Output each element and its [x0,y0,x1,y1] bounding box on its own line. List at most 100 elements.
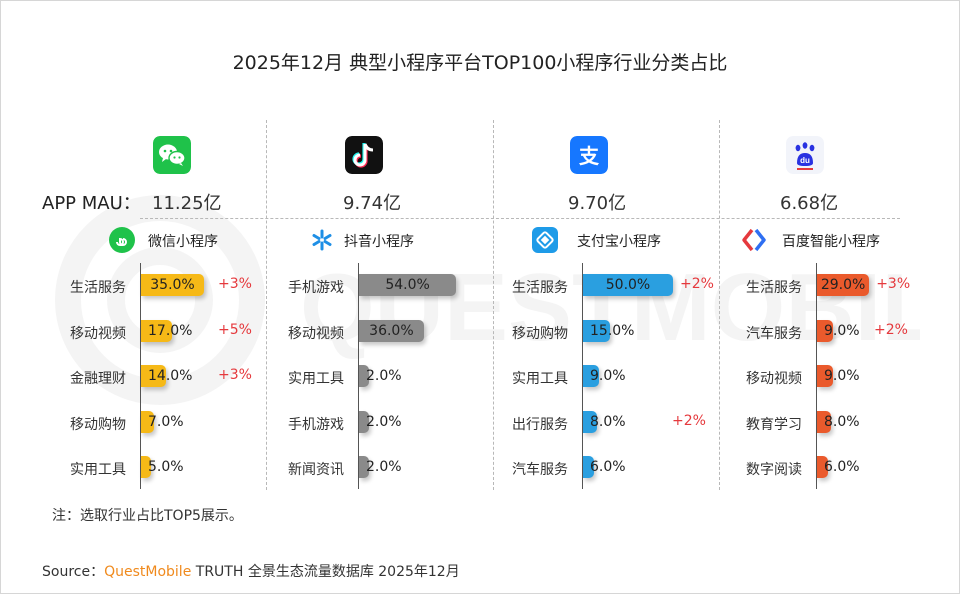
source-rest: TRUTH 全景生态流量数据库 2025年12月 [191,564,460,580]
change-label: +2% [680,276,714,292]
bar [817,365,834,387]
chart-axis [358,263,359,489]
change-label: +3% [876,276,911,292]
douyin-icon [345,136,383,174]
data-label: 2.0% [366,413,402,430]
category-label: 手机游戏 [288,280,344,296]
source-prefix: Source： [42,564,105,580]
mau-value-douyin: 9.74亿 [343,193,402,214]
bar [141,410,154,433]
footnote: 注：选取行业占比TOP5展示。 [52,508,243,524]
category-label: 移动视频 [746,371,802,387]
category-label: 手机游戏 [288,416,344,433]
column-divider [719,120,720,490]
program-name-alipay: 支付宝小程序 [577,234,661,250]
bar [359,410,369,433]
alipay-icon: 支 [570,136,608,174]
bar [583,274,673,296]
program-name-baidu: 百度智能小程序 [782,234,880,250]
data-label: 9.0% [824,322,860,339]
data-label: 54.0% [385,277,430,293]
data-label: 9.0% [824,368,860,384]
baidu-miniprogram-icon [740,226,768,254]
category-label: 移动视频 [288,325,344,342]
data-label: 2.0% [366,459,402,475]
category-label: 移动购物 [70,416,126,433]
category-label: 汽车服务 [746,325,802,342]
chart-axis [140,263,141,489]
data-label: 2.0% [366,368,402,384]
data-label: 6.0% [824,459,860,475]
data-label: 8.0% [824,413,860,430]
bar [359,365,369,387]
bar [583,365,600,387]
category-label: 移动视频 [70,325,126,342]
bar [141,365,167,387]
wechat-icon [153,136,191,174]
mau-value-baidu: 6.68亿 [780,193,839,214]
bar [817,410,832,433]
bar [141,274,204,296]
bar [141,456,151,478]
data-label: 36.0% [369,322,414,339]
bar [359,456,369,478]
app-mau-label: APP MAU： [42,193,141,214]
category-label: 生活服务 [70,280,126,296]
change-label: +2% [672,412,706,429]
douyin-miniprogram-icon [308,226,336,254]
bar [141,319,172,342]
category-label: 出行服务 [512,416,568,433]
category-label: 金融理财 [70,371,126,387]
source-line: Source：QuestMobile TRUTH 全景生态流量数据库 2025年… [42,561,460,581]
category-label: 汽车服务 [512,462,568,478]
mau-value-alipay: 9.70亿 [568,193,627,214]
data-label: 9.0% [590,368,626,384]
data-label: 6.0% [590,459,626,475]
category-label: 教育学习 [746,416,802,433]
chart-axis [582,263,583,489]
category-label: 实用工具 [512,371,568,387]
bar [359,274,457,296]
column-divider [493,120,494,490]
chart-axis [816,263,817,489]
change-label: +3% [218,367,252,383]
mau-value-wechat: 11.25亿 [152,193,222,214]
column-divider [266,120,267,490]
source-brand: QuestMobile [104,564,192,580]
bar [817,456,828,478]
change-label: +2% [874,321,908,338]
category-label: 新闻资讯 [288,462,344,478]
bar [583,319,610,342]
header-divider [140,218,900,219]
chart-title: 2025年12月 典型小程序平台TOP100小程序行业分类占比 [232,52,728,74]
program-name-douyin: 抖音小程序 [344,234,414,250]
category-label: 移动购物 [512,325,568,342]
bar [583,410,598,433]
baidu-icon: du [786,136,824,174]
category-label: 实用工具 [288,371,344,387]
category-label: 数字阅读 [746,462,802,478]
program-name-wechat: 微信小程序 [148,234,218,250]
bar [817,274,870,296]
category-label: 生活服务 [746,280,802,296]
category-label: 实用工具 [70,462,126,478]
bar [583,456,594,478]
wechat-miniprogram-icon [108,226,136,254]
alipay-miniprogram-icon [531,226,559,254]
svg-text:du: du [800,156,810,165]
data-label: 8.0% [590,413,626,430]
data-label: 50.0% [605,277,651,293]
bar [817,319,834,342]
data-label: 35.0% [150,277,195,293]
change-label: +5% [218,321,252,338]
svg-text:支: 支 [579,144,600,168]
data-label: 7.0% [148,413,184,430]
data-label: 29.0% [820,277,866,293]
data-label: 14.0% [148,368,193,384]
data-label: 15.0% [590,322,635,339]
category-label: 生活服务 [512,280,568,296]
change-label: +3% [218,276,252,292]
bar [359,319,424,342]
data-label: 5.0% [148,459,184,475]
data-label: 17.0% [148,322,193,339]
